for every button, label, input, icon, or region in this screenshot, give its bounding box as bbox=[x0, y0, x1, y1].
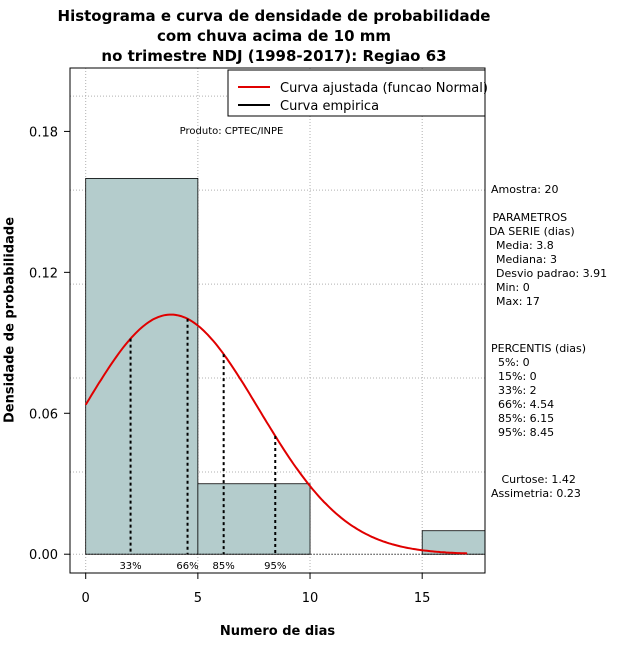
y-tick-label: 0.18 bbox=[29, 125, 58, 140]
legend-label-2: Curva empirica bbox=[280, 99, 379, 114]
x-tick-label: 0 bbox=[82, 591, 90, 606]
histogram-bar-2 bbox=[197, 483, 311, 555]
y-tick-label: 0.12 bbox=[29, 266, 58, 281]
moments-text: Curtose: 1.42 Assimetria: 0.23 bbox=[491, 473, 581, 500]
sample-size-text: Amostra: 20 bbox=[491, 183, 559, 196]
chart-title-line-3: no trimestre NDJ (1998-2017): Regiao 63 bbox=[101, 47, 447, 65]
y-tick-label: 0.06 bbox=[29, 407, 58, 422]
percentile-label-66: 66% bbox=[176, 561, 198, 572]
chart-title-line-2: com chuva acima de 10 mm bbox=[156, 27, 392, 45]
product-annotation: Produto: CPTEC/INPE bbox=[180, 126, 284, 137]
legend-box bbox=[227, 69, 486, 117]
normal-curve bbox=[84, 313, 468, 555]
series-parameters-text: PARAMETROS DA SERIE (dias) Media: 3.8 Me… bbox=[489, 211, 608, 308]
percentile-label-95: 95% bbox=[264, 561, 286, 572]
plot-frame bbox=[69, 67, 486, 574]
x-axis-label: Numero de dias bbox=[219, 624, 336, 639]
histogram-bar-1 bbox=[85, 177, 199, 555]
legend-label-1: Curva ajustada (funcao Normal) bbox=[280, 81, 488, 96]
percentile-label-33: 33% bbox=[119, 561, 141, 572]
percentile-label-85: 85% bbox=[213, 561, 235, 572]
x-tick-label: 15 bbox=[414, 591, 431, 606]
chart-title-line-1: Histograma e curva de densidade de proba… bbox=[57, 7, 491, 25]
percentiles-text: PERCENTIS (dias) 5%: 0 15%: 0 33%: 2 66%… bbox=[491, 342, 587, 439]
y-tick-label: 0.00 bbox=[29, 548, 58, 563]
x-tick-label: 5 bbox=[194, 591, 202, 606]
y-axis-label: Densidade de probabilidade bbox=[2, 216, 18, 424]
x-tick-label: 10 bbox=[302, 591, 319, 606]
